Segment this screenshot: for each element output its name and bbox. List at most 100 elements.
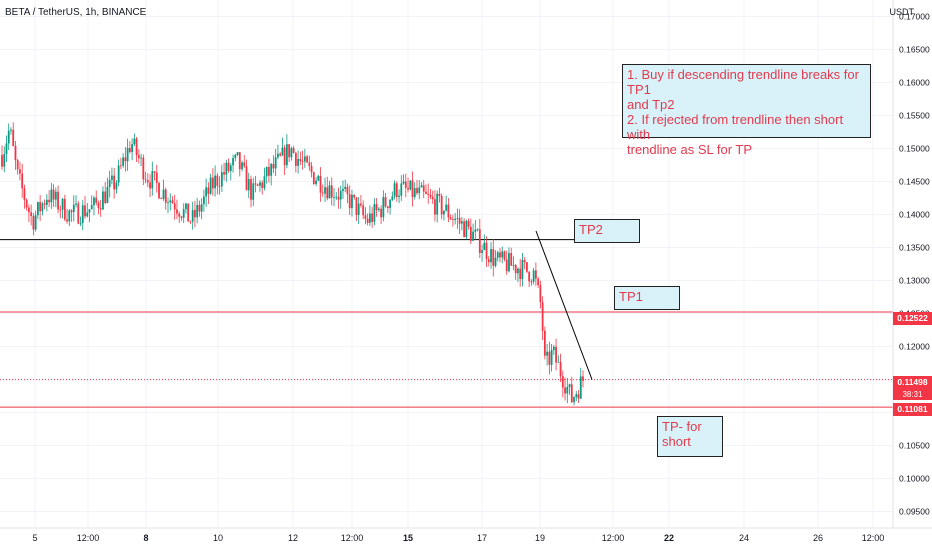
time-axis[interactable]: 5 12:00 8 10 12 12:00 15 17 19 12:00 22 24 26 12:00	[32, 533, 884, 543]
candle-body	[196, 204, 199, 218]
candle-body	[185, 203, 187, 210]
candle-body	[411, 180, 414, 198]
candle-body	[50, 189, 53, 203]
candle-body	[339, 191, 342, 200]
candle-body	[353, 194, 356, 198]
descending-trendline[interactable]	[535, 230, 593, 380]
candle-body	[220, 172, 223, 187]
candle-body	[519, 268, 522, 280]
candle-body	[232, 158, 234, 166]
price-tick-label: 0.12000	[899, 342, 930, 352]
candle-body	[162, 189, 165, 199]
candle-body	[277, 153, 279, 158]
candle-body	[194, 209, 196, 218]
candle-body	[561, 376, 564, 388]
candle-body	[391, 196, 394, 200]
candle-body	[261, 182, 264, 188]
candle-body	[303, 156, 306, 162]
candle-body	[5, 143, 8, 154]
candle-body	[158, 182, 160, 199]
tp2-label[interactable]: TP2	[574, 219, 640, 243]
candle-body	[579, 376, 582, 399]
candle-body	[449, 217, 452, 220]
candle-body	[575, 394, 578, 398]
candle-body	[321, 192, 324, 194]
candle-body	[503, 251, 506, 260]
candle-body	[420, 185, 423, 188]
symbol-title: BETA / TetherUS, 1h, BINANCE	[5, 7, 147, 18]
time-tick-label: 12	[288, 533, 298, 543]
candle-body	[443, 210, 445, 215]
candle-body	[247, 179, 250, 191]
candle-body	[243, 162, 246, 167]
price-tick-label: 0.15500	[899, 111, 930, 121]
candle-body	[573, 397, 575, 403]
candle-body	[290, 148, 293, 158]
candle-body	[324, 187, 326, 194]
candle-body	[229, 165, 232, 171]
candle-body	[30, 212, 33, 217]
candle-body	[187, 203, 190, 222]
candle-body	[528, 271, 531, 282]
candle-body	[485, 242, 488, 260]
candle-body	[124, 157, 127, 162]
candle-body	[440, 196, 443, 215]
candle-body	[234, 154, 237, 159]
currency-label: USDT	[889, 7, 915, 17]
candle-body	[79, 223, 82, 224]
candle-body	[34, 215, 37, 230]
candle-body	[413, 188, 416, 198]
candle-body	[23, 188, 26, 200]
candle-body	[384, 197, 387, 207]
candle-body	[368, 213, 371, 223]
price-tick-label: 0.14000	[899, 210, 930, 220]
candle-body	[272, 163, 275, 169]
candle-body	[173, 203, 176, 210]
candle-countdown: 38:31	[893, 389, 932, 400]
chart-grid	[0, 0, 893, 528]
candle-body	[445, 204, 448, 211]
candle-body	[88, 209, 91, 213]
candle-body	[198, 204, 201, 212]
candle-body	[555, 346, 557, 363]
candle-body	[104, 191, 107, 203]
candle-body	[45, 199, 48, 205]
candle-body	[564, 387, 566, 394]
price-axis[interactable]: 0.17000 0.16500 0.16000 0.15500 0.15000 0.145…	[899, 12, 930, 517]
candle-body	[48, 199, 51, 203]
candle-body	[241, 162, 243, 170]
candle-body	[472, 231, 474, 241]
candle-body	[200, 204, 203, 212]
candle-body	[492, 249, 495, 266]
tp-short-label[interactable]: TP- for short	[657, 416, 723, 457]
candle-body	[21, 173, 24, 189]
candle-body	[131, 144, 134, 153]
time-tick-label: 5	[32, 533, 37, 543]
tp1-label[interactable]: TP1	[614, 286, 680, 310]
candle-body	[268, 166, 270, 176]
candle-body	[77, 203, 80, 224]
candle-body	[429, 194, 432, 197]
candle-body	[102, 191, 104, 210]
candle-body	[431, 196, 434, 200]
candle-body	[189, 221, 192, 223]
candle-body	[315, 180, 317, 185]
candle-body	[380, 208, 383, 218]
candle-body	[404, 181, 407, 188]
candle-body	[550, 349, 553, 365]
candle-body	[133, 138, 136, 145]
candle-body	[259, 182, 261, 186]
candle-body	[263, 176, 266, 188]
candle-body	[70, 210, 73, 213]
candle-body	[25, 199, 28, 208]
strategy-note[interactable]: 1. Buy if descending trendline breaks fo…	[622, 64, 871, 157]
candle-body	[543, 330, 546, 356]
candle-body	[319, 175, 322, 193]
candle-body	[537, 278, 540, 286]
candle-body	[310, 166, 313, 173]
candle-body	[36, 202, 39, 216]
price-tick-label: 0.10500	[899, 441, 930, 451]
candle-body	[113, 175, 116, 190]
candle-body	[416, 188, 418, 194]
candle-body	[63, 199, 66, 220]
